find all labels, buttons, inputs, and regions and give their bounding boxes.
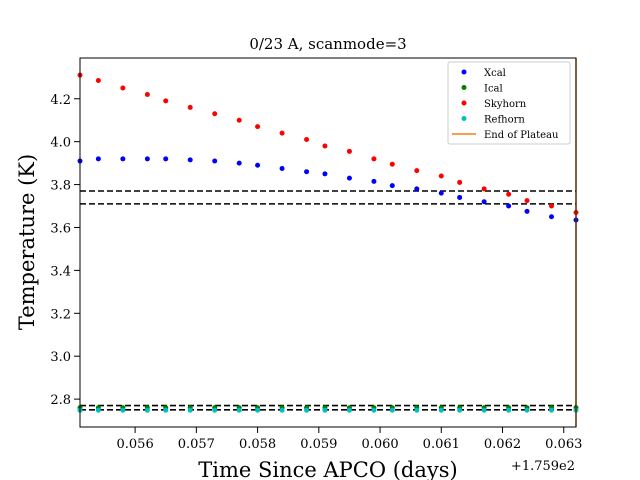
legend-label-3: Refhorn	[484, 115, 525, 126]
x-tick-label-4: 0.060	[361, 437, 398, 452]
x-axis-label: Time Since APCO (days)	[198, 458, 457, 480]
point-refhorn-20	[524, 407, 530, 413]
chart-title: 0/23 A, scanmode=3	[249, 35, 406, 53]
point-refhorn-12	[346, 407, 352, 413]
point-xcal-13	[371, 178, 377, 184]
point-xcal-16	[438, 190, 444, 196]
point-refhorn-7	[236, 407, 242, 413]
legend-label-1: Ical	[484, 84, 503, 95]
y-tick-label-5: 3.8	[50, 179, 71, 194]
x-tick-label-6: 0.062	[484, 437, 521, 452]
x-ticks: 0.056 0.057 0.058 0.059 0.060 0.061 0.062 0.063	[117, 427, 582, 452]
point-skyhorn-15	[414, 168, 420, 174]
x-tick-label-1: 0.057	[178, 437, 215, 452]
x-tick-label-7: 0.063	[545, 437, 582, 452]
legend-label-2: Skyhorn	[484, 99, 527, 110]
x-tick-label-3: 0.059	[300, 437, 337, 452]
point-refhorn-3	[144, 407, 150, 413]
point-xcal-17	[457, 194, 463, 200]
point-xcal-7	[236, 160, 242, 166]
point-xcal-10	[304, 169, 310, 175]
point-xcal-8	[255, 162, 261, 168]
legend-marker-1	[461, 85, 467, 90]
point-skyhorn-13	[371, 156, 377, 162]
point-refhorn-5	[187, 407, 193, 413]
x-offset-label: +1.759e2	[511, 459, 575, 474]
point-skyhorn-6	[212, 111, 218, 117]
point-xcal-9	[279, 165, 285, 171]
point-xcal-14	[389, 183, 395, 189]
legend-marker-2	[461, 100, 467, 106]
point-skyhorn-19	[506, 191, 512, 197]
point-xcal-15	[414, 186, 420, 192]
point-skyhorn-20	[524, 198, 530, 204]
point-refhorn-8	[255, 407, 261, 413]
point-xcal-21	[549, 214, 555, 220]
point-skyhorn-12	[346, 148, 352, 154]
point-skyhorn-2	[120, 85, 126, 91]
point-xcal-12	[346, 175, 352, 181]
point-refhorn-17	[457, 407, 463, 413]
chart-marks	[77, 58, 579, 427]
y-tick-label-0: 2.8	[50, 393, 71, 408]
point-skyhorn-9	[279, 130, 285, 136]
point-refhorn-15	[414, 407, 420, 413]
legend-label-4: End of Plateau	[484, 130, 559, 141]
point-refhorn-11	[322, 407, 328, 413]
y-tick-label-4: 3.6	[50, 221, 71, 236]
point-xcal-18	[481, 199, 487, 205]
point-skyhorn-3	[144, 91, 150, 97]
point-xcal-19	[506, 203, 512, 209]
point-refhorn-9	[279, 407, 285, 413]
plot-frame	[79, 57, 577, 428]
point-xcal-6	[212, 158, 218, 164]
point-refhorn-6	[212, 407, 218, 413]
y-ticks: 2.8 3.0 3.2 3.4 3.6 3.8 4.0 4.2	[50, 93, 80, 408]
legend: Xcal Ical Skyhorn Refhorn End of Plateau	[447, 61, 571, 145]
legend-label-0: Xcal	[484, 68, 506, 79]
point-skyhorn-11	[322, 143, 328, 149]
point-skyhorn-4	[163, 98, 169, 104]
y-tick-label-6: 4.0	[50, 136, 71, 151]
point-skyhorn-5	[187, 104, 193, 110]
point-refhorn-16	[438, 407, 444, 413]
point-skyhorn-14	[389, 161, 395, 167]
x-tick-label-0: 0.056	[117, 437, 154, 452]
point-refhorn-4	[163, 407, 169, 413]
legend-marker-3	[461, 116, 467, 121]
point-xcal-2	[120, 156, 126, 162]
y-tick-label-1: 3.0	[50, 350, 71, 365]
y-axis-label: Temperature (K)	[15, 154, 39, 330]
point-skyhorn-18	[481, 186, 487, 192]
x-tick-label-5: 0.061	[423, 437, 460, 452]
point-xcal-4	[163, 156, 169, 162]
legend-marker-0	[461, 69, 467, 75]
point-skyhorn-21	[549, 203, 555, 209]
point-refhorn-1	[95, 407, 101, 413]
point-refhorn-2	[120, 407, 126, 413]
point-skyhorn-10	[304, 137, 310, 143]
point-refhorn-21	[549, 407, 555, 413]
point-skyhorn-7	[236, 117, 242, 123]
point-skyhorn-8	[255, 124, 261, 130]
point-xcal-20	[524, 208, 530, 214]
point-refhorn-14	[389, 407, 395, 413]
point-refhorn-19	[506, 407, 512, 413]
point-xcal-3	[144, 156, 150, 162]
point-xcal-5	[187, 157, 193, 163]
y-tick-label-7: 4.2	[50, 93, 71, 108]
point-skyhorn-17	[457, 179, 463, 185]
x-tick-label-2: 0.058	[239, 437, 276, 452]
point-refhorn-18	[481, 407, 487, 413]
point-xcal-1	[95, 156, 101, 162]
y-tick-label-2: 3.2	[50, 307, 71, 322]
legend-box	[447, 61, 571, 145]
point-skyhorn-16	[438, 173, 444, 179]
point-refhorn-10	[304, 407, 310, 413]
point-skyhorn-1	[95, 78, 101, 84]
point-xcal-11	[322, 171, 328, 177]
point-refhorn-13	[371, 407, 377, 413]
y-tick-label-3: 3.4	[50, 264, 71, 279]
